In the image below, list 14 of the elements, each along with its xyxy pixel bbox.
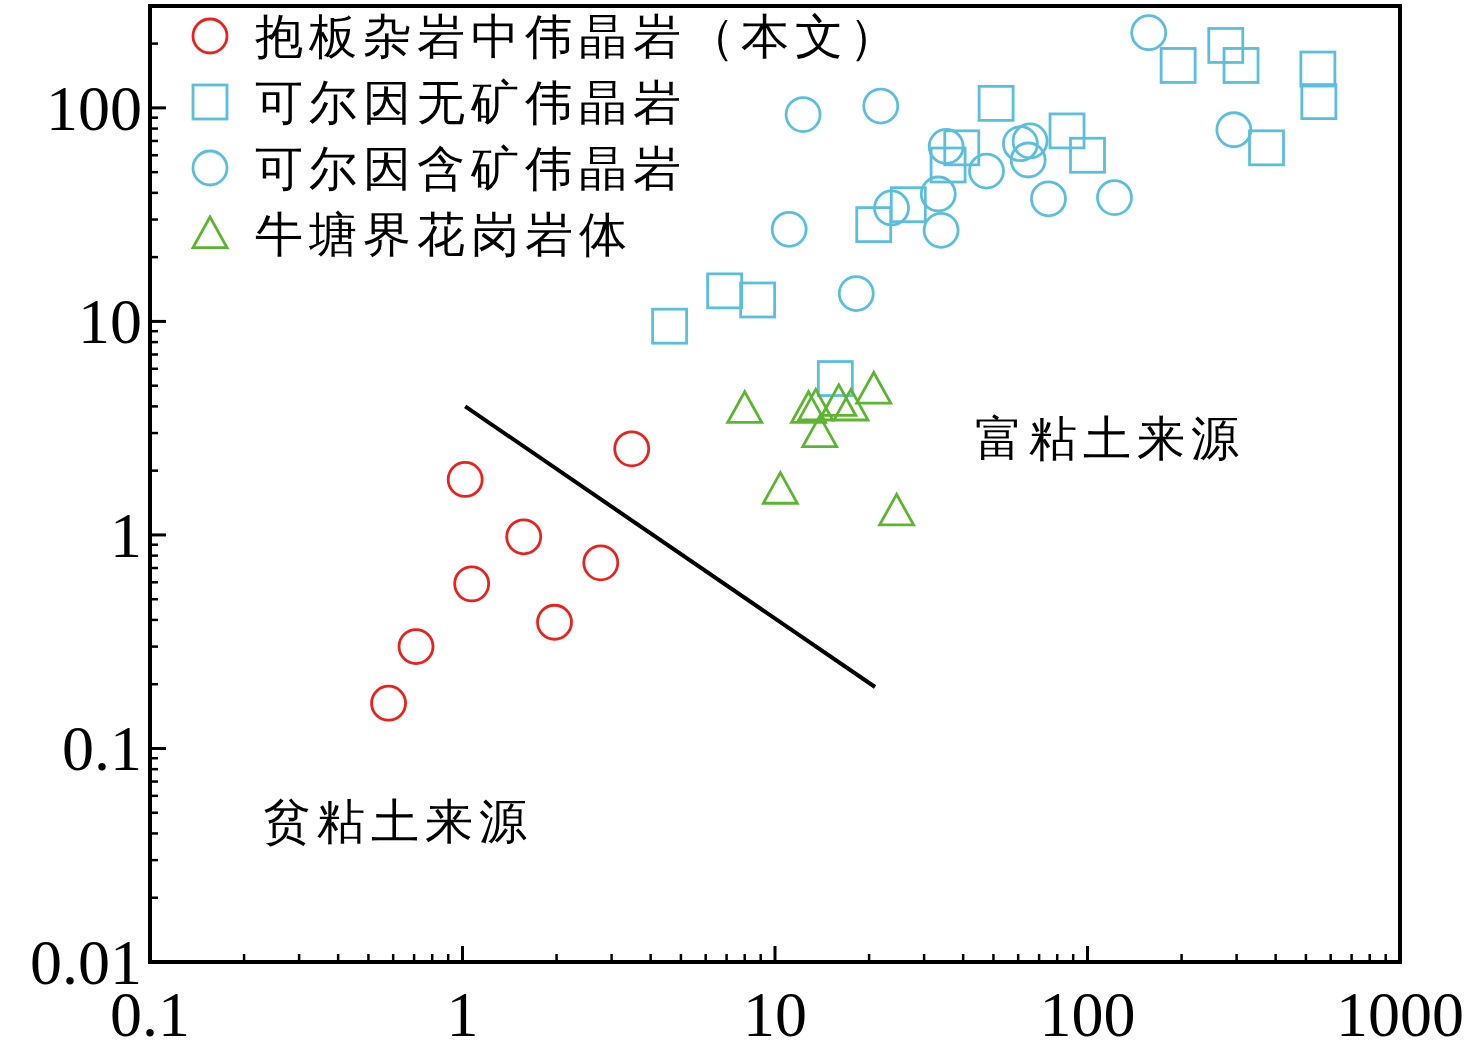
y-tick-label: 10: [78, 286, 142, 358]
y-tick-label: 0.1: [62, 713, 142, 785]
x-tick-label: 100: [1039, 979, 1136, 1046]
x-tick-label: 1: [446, 979, 479, 1046]
legend-label: 可尔因无矿伟晶岩: [255, 76, 687, 129]
legend-label: 牛塘界花岗岩体: [255, 208, 633, 261]
legend-label: 可尔因含矿伟晶岩: [255, 142, 687, 195]
y-tick-label: 100: [46, 72, 142, 144]
x-tick-label: 10: [743, 979, 807, 1046]
annotation: 贫粘土来源: [262, 794, 533, 848]
legend-label: 抱板杂岩中伟晶岩（本文）: [255, 10, 903, 63]
annotation: 富粘土来源: [975, 412, 1245, 466]
x-tick-label: 1000: [1336, 979, 1464, 1046]
y-tick-label: 1: [110, 499, 142, 571]
